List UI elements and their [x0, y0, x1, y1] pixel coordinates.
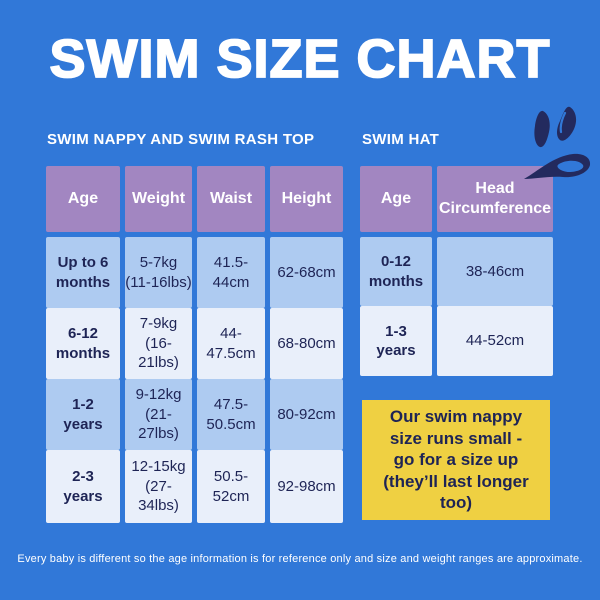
nappy-row2-height: 68-80cm — [270, 308, 343, 379]
page-title: SWIM SIZE CHART — [49, 28, 551, 90]
nappy-row4-age: 2-3 years — [46, 450, 120, 523]
nappy-row3-weight: 9-12kg (21-27lbs) — [125, 379, 192, 450]
nappy-row4-height: 92-98cm — [270, 450, 343, 523]
nappy-row3-waist: 47.5- 50.5cm — [197, 379, 265, 450]
nappy-row3-age: 1-2 years — [46, 379, 120, 450]
hat-row2-circumference: 44-52cm — [437, 306, 553, 376]
nappy-row1-weight: 5-7kg (11-16lbs) — [125, 237, 192, 308]
size-note-callout: Our swim nappy size runs small - go for … — [362, 400, 550, 520]
size-note-text: Our swim nappy size runs small - go for … — [383, 407, 529, 513]
hat-header-age: Age — [360, 166, 432, 232]
nappy-row1-age: Up to 6 months — [46, 237, 120, 308]
droplet-right-highlight — [559, 111, 567, 134]
hat-row1-circumference: 38-46cm — [437, 237, 553, 306]
hat-row2-age: 1-3 years — [360, 306, 432, 376]
nappy-row1-waist: 41.5- 44cm — [197, 237, 265, 308]
droplet-right — [557, 106, 577, 141]
nappy-size-table: Age Weight Waist Height Up to 6 months 5… — [46, 166, 343, 523]
splash-swoosh — [524, 153, 591, 179]
nappy-row2-age: 6-12 months — [46, 308, 120, 379]
nappy-row2-weight: 7-9kg (16-21lbs) — [125, 308, 192, 379]
nappy-row3-height: 80-92cm — [270, 379, 343, 450]
nappy-section-label: SWIM NAPPY AND SWIM RASH TOP — [47, 131, 315, 148]
nappy-row4-waist: 50.5- 52cm — [197, 450, 265, 523]
splash-droplets-icon — [524, 106, 591, 179]
nappy-header-weight: Weight — [125, 166, 192, 232]
nappy-row1-height: 62-68cm — [270, 237, 343, 308]
nappy-header-height: Height — [270, 166, 343, 232]
nappy-row2-waist: 44- 47.5cm — [197, 308, 265, 379]
footer-disclaimer: Every baby is different so the age infor… — [17, 553, 583, 565]
nappy-header-age: Age — [46, 166, 120, 232]
nappy-header-waist: Waist — [197, 166, 265, 232]
hat-row1-age: 0-12 months — [360, 237, 432, 306]
droplet-left — [534, 110, 550, 148]
nappy-row4-weight: 12-15kg (27-34lbs) — [125, 450, 192, 523]
hat-section-label: SWIM HAT — [362, 131, 440, 148]
hat-size-table: Age Head Circumference 0-12 months 38-46… — [360, 166, 553, 376]
